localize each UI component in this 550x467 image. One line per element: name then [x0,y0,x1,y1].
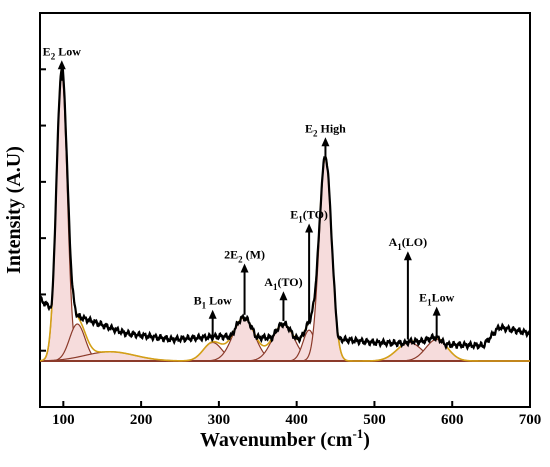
peak-label-7: A1(LO) [389,235,428,252]
peak-annotations: E2 Low B1 Low 2E2 (M) A1(TO) E1(TO) E2 High A1… [43,44,455,340]
component-fill-4 [170,342,255,361]
x-tick-label-200: 200 [130,412,153,428]
peak-arrowhead-1 [57,60,66,70]
x-tick-label-500: 500 [363,412,386,428]
peak-label-4: A1(TO) [264,275,302,292]
x-tick-label-300: 300 [208,412,231,428]
peak-label-3: 2E2 (M) [224,248,265,265]
peak-arrowhead-7 [403,251,412,261]
x-axis-title: Wavenumber (cm-1) [200,426,370,451]
component-fill-3 [40,351,222,361]
plot-frame [39,12,531,408]
component-fill-5 [194,317,293,361]
peak-arrowhead-5 [305,223,314,233]
component-fill-1 [40,74,87,361]
peak-label-5: E1(TO) [290,207,328,224]
x-tick-label-100: 100 [52,412,75,428]
fit-components [39,73,530,362]
component-fill-7 [281,330,338,361]
fitted-sum-line [39,67,530,362]
peak-arrowhead-4 [279,291,288,301]
measured-curve-group [39,64,531,351]
component-fill-9 [353,342,466,361]
peak-arrowhead-8 [432,306,441,316]
peak-arrowhead-2 [208,309,217,319]
peak-label-1: E2 Low [43,44,82,61]
peak-arrowhead-3 [240,263,249,273]
x-tick-label-700: 700 [519,412,542,428]
component-fill-2 [42,324,113,361]
peak-label-8: E1Low [419,291,455,308]
x-tick-label-400: 400 [285,412,308,428]
peak-label-2: B1 Low [194,294,233,311]
x-tick-label-600: 600 [441,412,464,428]
peak-label-6: E2 High [305,121,346,138]
component-fill-10 [387,339,486,361]
measured-spectrum-line [39,64,531,351]
axes: 100 200 300 400 500 600 700 Wavenumber (cm-1) In… [3,12,542,451]
y-axis-title: Intensity (A.U) [3,146,25,274]
component-fill-8 [297,157,354,361]
peak-arrowhead-6 [321,137,330,147]
component-fill-6 [234,324,333,361]
fit-curve-group [39,67,530,362]
